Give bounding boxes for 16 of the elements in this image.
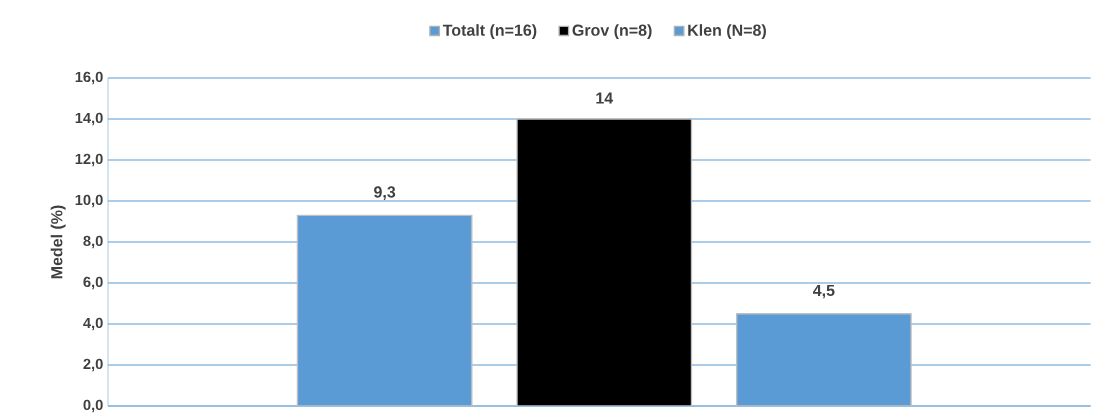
legend-label: Klen (N=8) (688, 24, 766, 40)
legend-label: Grov (n=8) (572, 24, 652, 40)
y-tick-label: 0,0 (83, 399, 103, 413)
data-label: 4,5 (813, 284, 835, 299)
y-tick-label: 12,0 (75, 153, 103, 167)
y-tick-label: 8,0 (83, 235, 103, 249)
data-label: 14 (596, 92, 614, 104)
y-tick-label: 10,0 (75, 194, 103, 208)
data-label: 9,3 (374, 186, 396, 200)
y-tick-label: 4,0 (83, 317, 103, 331)
y-axis-title: Medel (%) (50, 205, 66, 279)
y-tick-label: 6,0 (83, 276, 103, 290)
y-tick-label: 14,0 (75, 112, 103, 126)
y-tick-label: 2,0 (83, 358, 103, 372)
y-tick-label: 16,0 (75, 71, 103, 85)
legend-label: Totalt (n=16) (442, 24, 537, 40)
